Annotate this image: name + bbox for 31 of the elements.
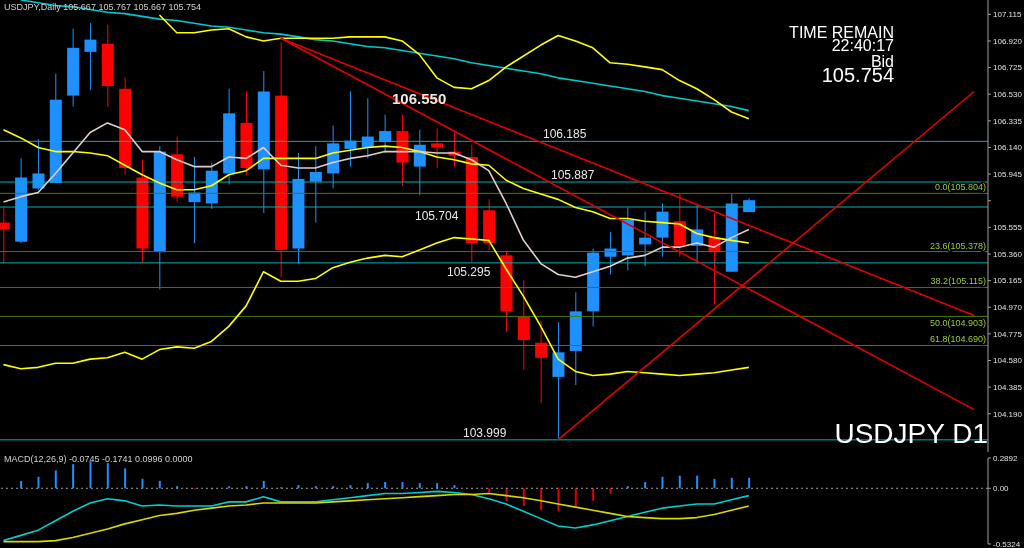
y-tick-label: 104.385 — [993, 382, 1023, 392]
ref-line-label: 105.887 — [551, 168, 595, 183]
y-tick-label: 107.115 — [993, 10, 1022, 20]
y-tick-label: 106.920 — [993, 36, 1023, 46]
y-tick-label: -0.5324 — [993, 539, 1021, 548]
y-tick-label: 0.2892 — [993, 453, 1019, 463]
ref-line-label: 38.2(105.115) — [930, 276, 986, 287]
annotation: 22:40:17 — [831, 37, 894, 54]
y-tick-label: 105.165 — [993, 276, 1023, 286]
y-tick-label: 104.580 — [993, 356, 1023, 366]
y-tick-label: 105.360 — [993, 249, 1023, 259]
ref-line-label: 0.0(105.804) — [934, 182, 986, 193]
ref-line-label: 105.295 — [447, 264, 491, 279]
y-tick-label: 106.725 — [993, 63, 1023, 73]
y-tick-label: 0.00 — [993, 484, 1010, 494]
ref-line-label: 61.8(104.690) — [929, 334, 986, 345]
y-tick-label: 106.530 — [993, 90, 1023, 100]
ref-line-label: 106.185 — [543, 127, 587, 142]
ref-line-label: 23.6(105.378) — [929, 240, 986, 251]
y-tick-label: 106.335 — [993, 116, 1023, 126]
y-tick-label: 104.775 — [993, 329, 1023, 339]
y-tick-label: 106.140 — [993, 143, 1023, 153]
y-tick-label: 104.190 — [993, 409, 1023, 419]
y-tick-label: 104.970 — [993, 303, 1023, 313]
ref-line-label: 50.0(104.903) — [929, 318, 986, 329]
ref-line-label: 105.704 — [415, 209, 459, 224]
y-tick-label: 105.555 — [993, 223, 1023, 233]
y-tick-label: 105.945 — [993, 169, 1023, 179]
annotation: USDJPY D1 — [834, 418, 988, 449]
chart-title: MACD(12,26,9) -0.0745 -0.1741 0.0996 0.0000 — [4, 454, 193, 464]
ref-line-label: 103.999 — [463, 425, 507, 440]
